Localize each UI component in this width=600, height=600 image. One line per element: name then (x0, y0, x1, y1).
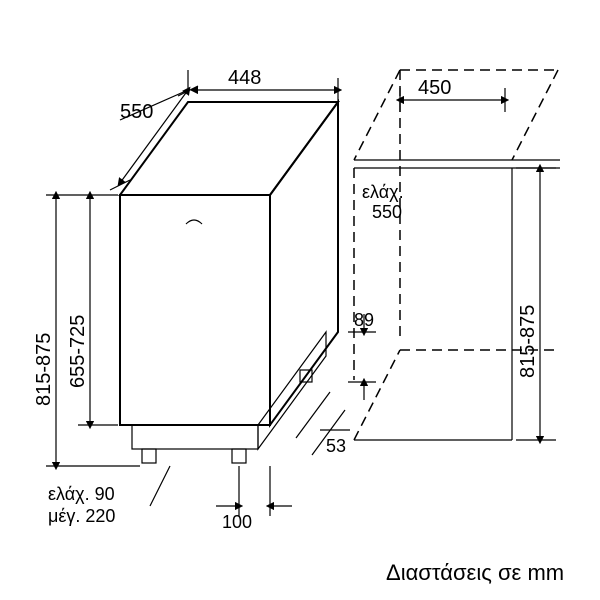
appliance-body (120, 102, 338, 463)
dim-cavity-height: 815-875 (516, 168, 556, 440)
plinth-max-label: μέγ. 220 (48, 506, 115, 526)
plinth-min-label: ελάχ. 90 (48, 484, 115, 504)
toe-kick-height-label: 89 (354, 310, 374, 330)
depth-label: 550 (120, 101, 153, 123)
toe-kick-depth-label: 53 (326, 436, 346, 456)
dim-cavity-width: 450 (400, 77, 505, 112)
dim-bottom: ελάχ. 90 μέγ. 220 100 53 89 (48, 310, 376, 532)
dim-top: 550 448 (110, 67, 338, 190)
foot-span-label: 100 (222, 512, 252, 532)
cavity-depth-label1: ελάχ. (362, 182, 404, 202)
width-label: 448 (228, 67, 261, 89)
dim-cavity-depth: ελάχ. 550 (362, 182, 404, 222)
cavity-outline (354, 70, 560, 440)
units-footer: Διαστάσεις σε mm (386, 560, 564, 585)
cavity-width-label: 450 (418, 77, 451, 99)
cavity-depth-value: 550 (372, 202, 402, 222)
dimension-diagram: 450 ελάχ. 550 815-875 (0, 0, 600, 600)
height-outer-label: 815-875 (33, 333, 55, 406)
height-inner-label: 655-725 (67, 315, 89, 388)
cavity-height-label: 815-875 (517, 305, 539, 378)
